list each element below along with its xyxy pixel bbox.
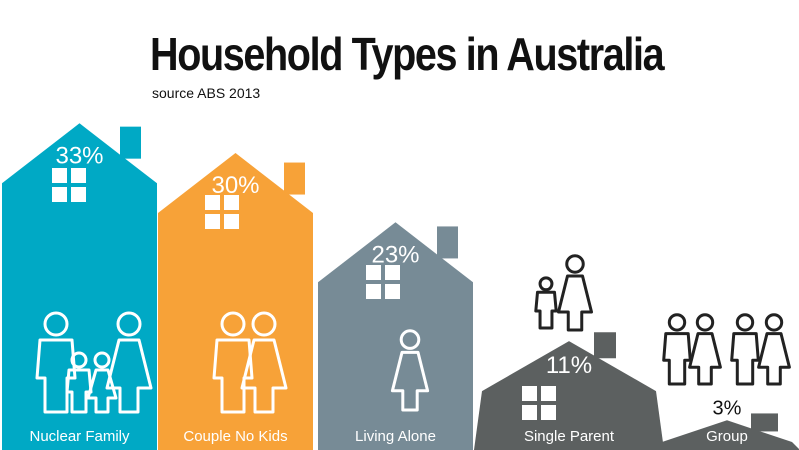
- category-label-nuclear-family: Nuclear Family: [29, 428, 130, 445]
- man-icon: [662, 313, 692, 386]
- woman-icon: [688, 313, 722, 386]
- chimney-group: [751, 413, 778, 432]
- house-bar-nuclear-family: [2, 123, 157, 450]
- chimney-couple-no-kids: [284, 162, 305, 195]
- house-bar-group: [654, 420, 799, 450]
- category-label-group: Group: [706, 428, 748, 445]
- house-bar-living-alone: [318, 222, 473, 450]
- value-label-nuclear-family: 33%: [55, 142, 103, 169]
- woman-icon: [757, 313, 791, 386]
- house-bar-single-parent: [474, 341, 664, 450]
- value-label-couple-no-kids: 30%: [211, 172, 259, 199]
- chimney-nuclear-family: [120, 126, 141, 159]
- value-label-living-alone: 23%: [371, 241, 419, 268]
- man-icon: [730, 313, 760, 386]
- category-label-living-alone: Living Alone: [355, 428, 436, 445]
- value-label-group: 3%: [713, 397, 742, 419]
- boy-icon: [534, 276, 558, 330]
- house-bar-couple-no-kids: [158, 153, 313, 450]
- woman-icon: [557, 254, 593, 332]
- category-label-couple-no-kids: Couple No Kids: [183, 428, 287, 445]
- chimney-single-parent: [594, 332, 616, 359]
- chart-subtitle: source ABS 2013: [152, 85, 261, 101]
- chimney-living-alone: [437, 226, 458, 259]
- value-label-single-parent: 11%: [546, 352, 592, 379]
- category-label-single-parent: Single Parent: [524, 428, 615, 445]
- chart-title: Household Types in Australia: [150, 28, 665, 80]
